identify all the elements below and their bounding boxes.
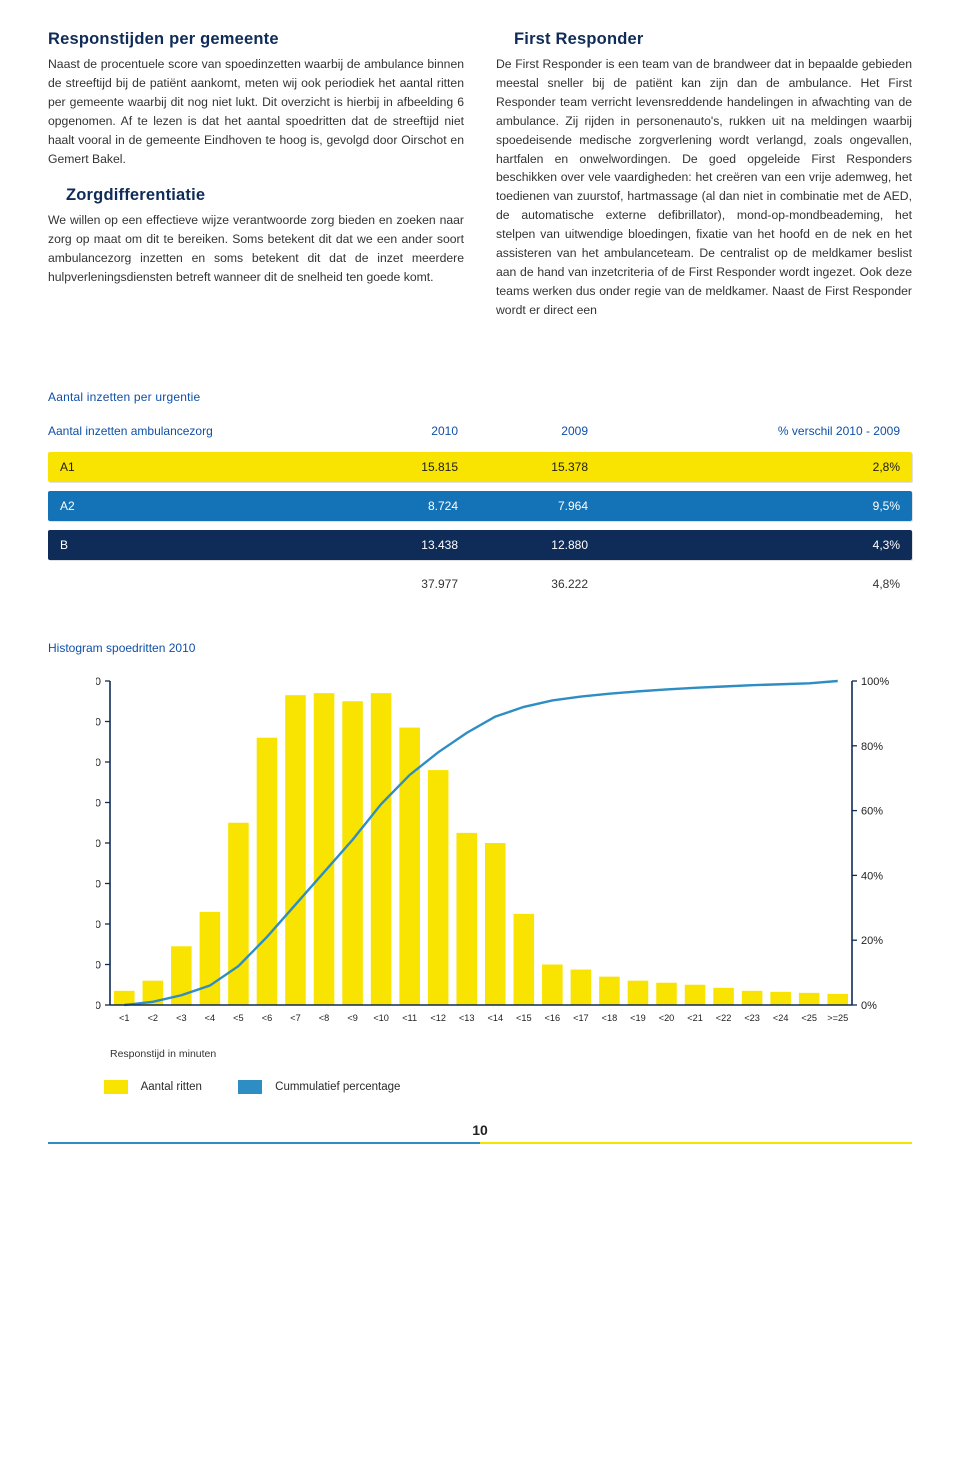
histogram-svg: 0 200 400 600 800 1000 1200 1400 1600 0% 20% 40% 60%… [96,675,912,1035]
para-zorgdifferentiatie: We willen op een effectieve wijze verant… [48,211,464,287]
footer-rule [48,1142,912,1144]
svg-text:<12: <12 [430,1013,446,1023]
heading-first-responder: First Responder [496,30,912,49]
legend-bars-label: Aantal ritten [141,1081,202,1093]
svg-text:<6: <6 [262,1013,272,1023]
cell-label: B [48,538,328,552]
cell-2009: 36.222 [458,577,588,591]
svg-text:<11: <11 [402,1013,417,1023]
svg-text:<10: <10 [373,1013,389,1023]
para-first-responder: De First Responder is een team van de br… [496,55,912,320]
heading-zorgdifferentiatie: Zorgdifferentiatie [48,186,464,205]
svg-text:<22: <22 [716,1013,732,1023]
table-headers: Aantal inzetten ambulancezorg 2010 2009 … [48,424,912,438]
cell-2010: 8.724 [328,499,458,513]
svg-text:200: 200 [96,959,101,971]
th-label: Aantal inzetten ambulancezorg [48,424,328,438]
legend-line: Cummulatief percentage [238,1080,401,1094]
cell-2009: 12.880 [458,538,588,552]
para-responstijden: Naast de procentuele score van spoedinze… [48,55,464,168]
cell-label: A2 [48,499,328,513]
svg-text:600: 600 [96,878,101,890]
cell-diff: 4,8% [588,577,912,591]
svg-text:<24: <24 [773,1013,789,1023]
svg-text:40%: 40% [861,870,883,882]
cell-diff: 4,3% [588,538,912,552]
svg-text:1200: 1200 [96,757,101,769]
histogram-chart: 0 200 400 600 800 1000 1200 1400 1600 0% 20% 40% 60%… [48,675,912,1060]
svg-text:800: 800 [96,838,101,850]
svg-text:0%: 0% [861,1000,877,1012]
svg-text:<4: <4 [205,1013,215,1023]
x-axis-label: Responstijd in minuten [96,1048,912,1060]
svg-text:<9: <9 [347,1013,357,1023]
svg-text:<1: <1 [119,1013,129,1023]
th-diff: % verschil 2010 - 2009 [588,424,912,438]
th-2009: 2009 [458,424,588,438]
svg-text:<14: <14 [487,1013,503,1023]
svg-text:60%: 60% [861,805,883,817]
svg-text:<3: <3 [176,1013,186,1023]
svg-text:1000: 1000 [96,797,101,809]
chart-title: Histogram spoedritten 2010 [48,641,912,655]
table-row: B 13.438 12.880 4,3% [48,530,912,560]
legend-line-label: Cummulatief percentage [275,1081,400,1093]
svg-text:1600: 1600 [96,676,101,688]
svg-text:<18: <18 [602,1013,618,1023]
cell-diff: 9,5% [588,499,912,513]
svg-text:20%: 20% [861,935,883,947]
svg-text:<8: <8 [319,1013,329,1023]
cell-label: A1 [48,460,328,474]
svg-text:80%: 80% [861,740,883,752]
cell-2010: 37.977 [328,577,458,591]
svg-text:<16: <16 [545,1013,561,1023]
legend-swatch-bars-icon [104,1080,128,1094]
legend-bars: Aantal ritten [104,1080,202,1094]
svg-text:1400: 1400 [96,716,101,728]
th-2010: 2010 [328,424,458,438]
svg-text:<13: <13 [459,1013,475,1023]
svg-text:<15: <15 [516,1013,532,1023]
svg-text:<21: <21 [687,1013,703,1023]
cell-2010: 15.815 [328,460,458,474]
svg-text:<2: <2 [148,1013,158,1023]
table-row: A1 15.815 15.378 2,8% [48,452,912,482]
svg-text:<19: <19 [630,1013,646,1023]
cell-2009: 15.378 [458,460,588,474]
cell-2009: 7.964 [458,499,588,513]
table-row: A2 8.724 7.964 9,5% [48,491,912,521]
table-row-total: 37.977 36.222 4,8% [48,569,912,599]
legend-swatch-line-icon [238,1080,262,1094]
svg-text:<5: <5 [233,1013,243,1023]
svg-text:<7: <7 [290,1013,300,1023]
svg-text:<23: <23 [744,1013,760,1023]
heading-responstijden: Responstijden per gemeente [48,30,464,49]
table-title: Aantal inzetten per urgentie [48,390,912,404]
svg-text:<20: <20 [659,1013,675,1023]
svg-text:400: 400 [96,919,101,931]
svg-text:100%: 100% [861,676,889,688]
cell-2010: 13.438 [328,538,458,552]
svg-text:<17: <17 [573,1013,589,1023]
svg-text:0: 0 [96,1000,101,1012]
chart-legend: Aantal ritten Cummulatief percentage [48,1080,912,1094]
page-number: 10 [48,1122,912,1138]
cell-diff: 2,8% [588,460,912,474]
svg-text:>=25: >=25 [827,1013,848,1023]
svg-text:<25: <25 [801,1013,817,1023]
